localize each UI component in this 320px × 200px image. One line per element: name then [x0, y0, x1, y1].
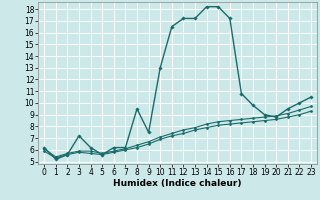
- X-axis label: Humidex (Indice chaleur): Humidex (Indice chaleur): [113, 179, 242, 188]
